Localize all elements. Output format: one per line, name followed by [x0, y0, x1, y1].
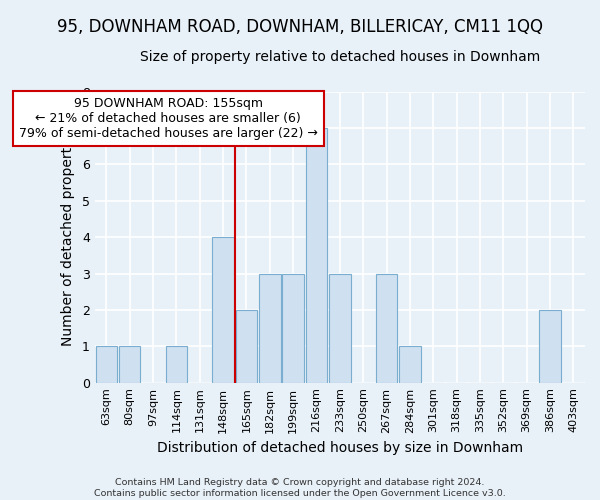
X-axis label: Distribution of detached houses by size in Downham: Distribution of detached houses by size … [157, 441, 523, 455]
Bar [306, 128, 327, 382]
Title: Size of property relative to detached houses in Downham: Size of property relative to detached ho… [140, 50, 540, 64]
Bar [283, 274, 304, 382]
Bar [329, 274, 350, 382]
Bar [236, 310, 257, 382]
Text: 95, DOWNHAM ROAD, DOWNHAM, BILLERICAY, CM11 1QQ: 95, DOWNHAM ROAD, DOWNHAM, BILLERICAY, C… [57, 18, 543, 36]
Text: Contains HM Land Registry data © Crown copyright and database right 2024.
Contai: Contains HM Land Registry data © Crown c… [94, 478, 506, 498]
Bar [399, 346, 421, 382]
Bar [119, 346, 140, 382]
Bar [166, 346, 187, 382]
Bar [376, 274, 397, 382]
Bar [212, 237, 234, 382]
Y-axis label: Number of detached properties: Number of detached properties [61, 128, 75, 346]
Bar [259, 274, 281, 382]
Text: 95 DOWNHAM ROAD: 155sqm
← 21% of detached houses are smaller (6)
79% of semi-det: 95 DOWNHAM ROAD: 155sqm ← 21% of detache… [19, 97, 317, 140]
Bar [539, 310, 561, 382]
Bar [95, 346, 117, 382]
